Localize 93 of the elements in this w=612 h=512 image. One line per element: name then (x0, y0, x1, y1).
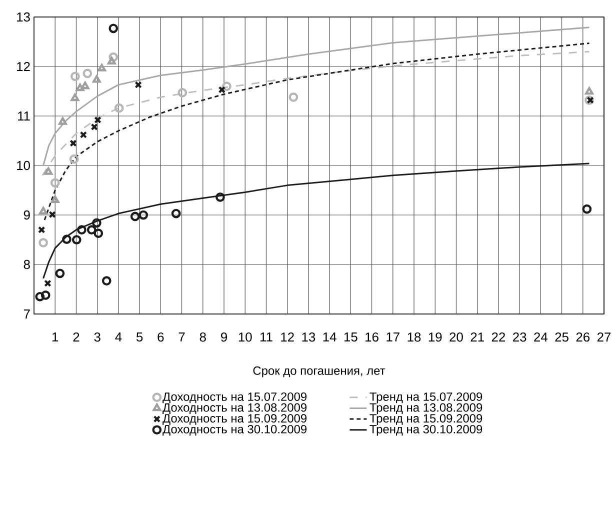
x-tick-label: 14 (323, 332, 336, 342)
x-tick-label: 12 (281, 332, 294, 342)
point (48, 210, 56, 218)
x-tick-label: 11 (260, 332, 272, 342)
legend-label: Тренд на 15.07.2009 (370, 392, 482, 404)
point (72, 235, 82, 244)
point (582, 204, 592, 214)
x-tick-label: 19 (428, 332, 442, 342)
point (80, 131, 88, 138)
x-tick-label: 23 (513, 332, 526, 342)
point (44, 280, 52, 287)
x-tick-label: 6 (158, 332, 164, 342)
point (80, 82, 90, 90)
x-tick-label: 5 (136, 332, 143, 342)
y-tick-label: 8 (24, 260, 30, 270)
point (102, 276, 112, 286)
x-tick-label: 24 (534, 332, 548, 342)
legend-label: Доходность на 15.07.2009 (162, 392, 306, 404)
point (39, 206, 48, 214)
point (70, 140, 77, 147)
point (50, 195, 60, 204)
point (77, 225, 86, 235)
point (69, 154, 79, 164)
point (58, 117, 67, 125)
legend-label: Тренд на 15.09.2009 (370, 414, 482, 425)
point (107, 56, 116, 64)
point (94, 116, 102, 124)
x-tick-label: 16 (366, 332, 378, 342)
x-tick-label: 15 (344, 332, 358, 342)
x-tick-label: 27 (597, 332, 611, 342)
point (585, 87, 594, 95)
y-tick-label: 11 (18, 112, 30, 120)
x-tick-label: 9 (221, 332, 227, 342)
legend-label: Доходность на 15.09.2009 (162, 414, 306, 425)
x-tick-label: 13 (302, 332, 316, 342)
x-tick-label: 4 (115, 332, 122, 342)
point (76, 84, 84, 92)
legend-label: Доходность на 30.10.2009 (162, 424, 306, 436)
point (98, 64, 106, 72)
x-tick-label: 21 (470, 332, 484, 342)
x-tick-label: 17 (386, 332, 400, 342)
legend-label: Тренд на 13.08.2009 (370, 403, 482, 414)
point (70, 72, 80, 82)
point (114, 103, 124, 113)
legend-label: Доходность на 13.08.2009 (162, 403, 306, 414)
point (38, 238, 48, 248)
point (38, 226, 46, 234)
y-tick-label: 10 (17, 160, 30, 170)
point (288, 92, 298, 102)
point (70, 94, 80, 102)
x-tick-label: 7 (178, 332, 185, 342)
point (44, 167, 53, 175)
x-tick-label: 3 (94, 332, 100, 342)
point (62, 234, 72, 244)
point (108, 52, 118, 62)
x-axis-title: Срок до погашения, лет (253, 366, 386, 378)
line-series (42, 50, 590, 176)
x-tick-label: 25 (555, 332, 568, 342)
x-tick-label: 8 (200, 332, 206, 342)
x-tick-label: 1 (52, 332, 58, 342)
point (50, 178, 60, 188)
point (216, 192, 225, 202)
x-tick-label: 26 (576, 332, 590, 342)
y-tick-label: 12 (17, 62, 30, 72)
line-series (42, 26, 590, 166)
y-tick-label: 9 (24, 210, 30, 220)
legend-label: Тренд на 30.10.2009 (370, 424, 482, 436)
y-tick-label: 13 (17, 12, 30, 22)
point (86, 225, 96, 235)
point (108, 24, 118, 34)
x-tick-label: 18 (408, 332, 421, 342)
line-series (42, 162, 590, 280)
point (94, 228, 104, 238)
point (82, 68, 92, 78)
point (40, 290, 50, 300)
point (130, 212, 140, 222)
x-tick-label: 20 (450, 332, 463, 342)
x-tick-label: 22 (492, 332, 505, 342)
point (134, 81, 142, 88)
point (222, 82, 232, 91)
point (90, 123, 98, 131)
point (92, 75, 101, 83)
x-tick-label: 2 (73, 332, 80, 342)
point (55, 268, 65, 278)
point (138, 210, 148, 220)
point (218, 86, 226, 94)
x-tick-label: 10 (238, 332, 252, 342)
line-series (44, 42, 590, 221)
point (171, 208, 181, 218)
point (92, 218, 102, 228)
y-tick-label: 7 (24, 310, 30, 318)
point (178, 88, 188, 98)
point (35, 292, 45, 302)
